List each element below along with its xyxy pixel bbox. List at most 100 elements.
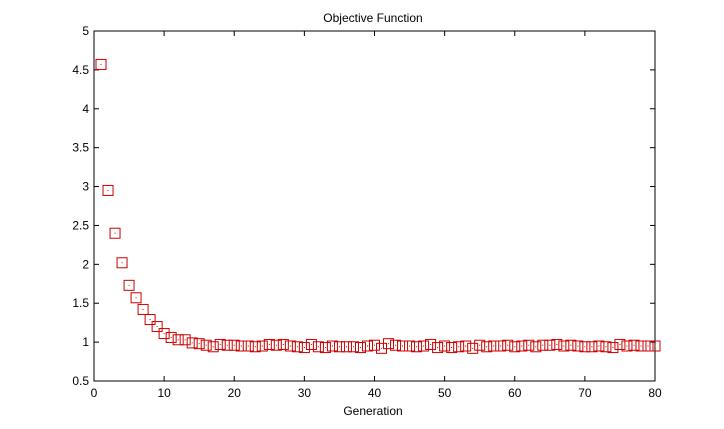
data-point [404,340,416,352]
data-point [312,341,324,353]
data-point [347,341,359,353]
data-point [235,340,247,352]
data-point [109,227,121,239]
data-point [649,340,661,352]
x-tick-label: 30 [298,386,312,400]
x-tick-label: 60 [508,386,522,400]
data-point [340,341,352,353]
data-point [221,339,233,351]
data-point [228,339,240,351]
data-point [460,340,472,352]
data-point [439,340,451,352]
data-point [600,341,612,353]
data-point [509,341,521,353]
data-point [326,340,338,352]
y-tick-label: 2.5 [72,218,89,232]
data-point [116,257,128,269]
data-point [186,337,198,349]
data-point [102,184,114,196]
x-tick-label: 80 [648,386,662,400]
data-point [151,321,163,333]
data-point [418,340,430,352]
data-point [516,340,528,352]
data-point [361,340,373,352]
data-point [565,339,577,351]
data-point [284,340,296,352]
data-point [495,340,507,352]
data-point [397,340,409,352]
data-point [502,339,514,351]
data-point [137,303,149,315]
data-point [263,338,275,350]
data-point [537,339,549,351]
x-tick-label: 20 [228,386,242,400]
data-point [558,340,570,352]
data-point [621,340,633,352]
data-point [369,339,380,351]
data-point [551,338,563,350]
data-point [593,340,605,352]
data-point [523,339,535,351]
data-point [165,331,177,343]
data-point [95,58,107,70]
x-tick-label: 40 [368,386,382,400]
data-point [305,338,317,350]
data-point [481,341,493,353]
data-point [446,342,458,354]
data-point [586,341,598,353]
y-tick-label: 4 [82,102,89,116]
data-point [453,341,465,353]
data-point [390,339,402,351]
data-point [130,292,142,304]
data-point [207,341,219,353]
chart-title: Objective Function [323,11,422,25]
data-point [214,338,226,350]
data-point [319,342,331,354]
data-point [249,341,261,353]
x-tick-label: 70 [578,386,592,400]
data-point [607,342,619,354]
x-axis-label: Generation [343,404,402,418]
plot-area [93,30,656,382]
data-point [572,340,584,352]
data-point [579,341,591,353]
data-point [544,339,556,351]
data-point [411,341,423,353]
y-tick-label: 3 [82,180,89,194]
data-point [256,340,268,352]
y-tick-label: 4.5 [72,63,89,77]
y-tick-label: 1 [82,335,89,349]
data-point [179,334,191,346]
y-tick-label: 5 [82,24,89,38]
data-point [467,342,479,354]
data-point [158,328,170,340]
data-point [635,340,647,352]
data-point [200,339,212,351]
data-point [354,342,366,354]
data-point [530,341,542,353]
data-point [642,340,654,352]
x-tick-label: 10 [157,386,171,400]
y-tick-label: 3.5 [72,141,89,155]
data-point [193,338,205,350]
data-point [144,314,156,326]
x-tick-label: 50 [438,386,452,400]
data-point [270,339,282,351]
data-point [425,338,437,350]
data-point [123,279,135,291]
y-tick-label: 2 [82,257,89,271]
data-point [242,340,254,352]
x-axis: 0 10 20 30 40 50 60 70 80 [91,31,662,400]
data-points [95,58,661,354]
data-point [172,334,184,346]
data-point [474,339,486,351]
y-axis: 0.5 1 1.5 2 2.5 3 3.5 4 4.5 5 [72,24,655,388]
y-tick-label: 1.5 [72,296,89,310]
data-point [383,338,395,350]
data-point [333,341,345,353]
y-tick-label: 0.5 [72,374,89,388]
data-point [291,341,303,353]
data-point [298,342,310,354]
